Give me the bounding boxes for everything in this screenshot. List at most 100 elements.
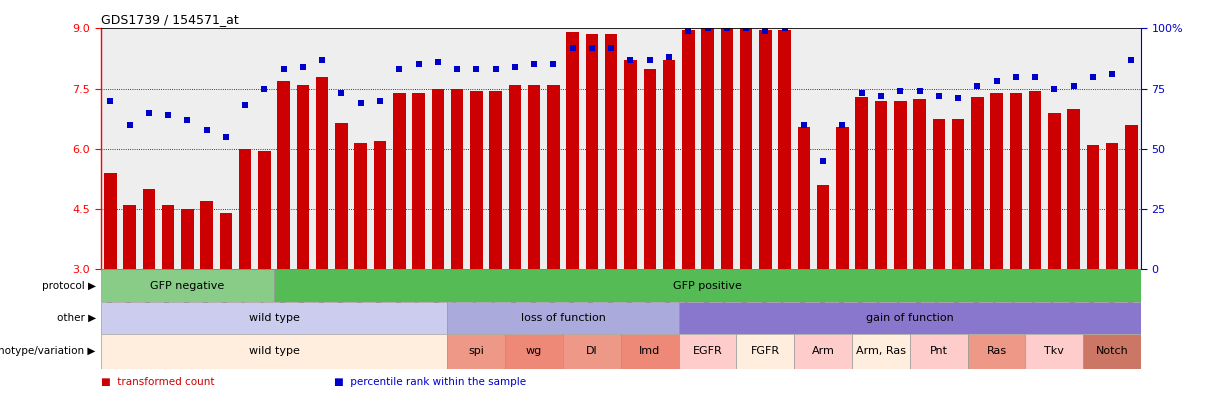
Point (486, 66, 506, 72)
Bar (490, 91, 502, 269)
Text: wild type: wild type (249, 346, 299, 356)
Bar (952, 119, 964, 269)
Point (313, 56, 333, 63)
Bar (448, 334, 506, 369)
Bar (335, 123, 347, 269)
Bar (605, 34, 617, 269)
Point (833, 122, 853, 128)
Text: GFP negative: GFP negative (150, 281, 225, 290)
Point (621, 56, 640, 63)
Bar (239, 149, 252, 269)
Bar (104, 173, 117, 269)
Text: wild type: wild type (249, 313, 299, 323)
Text: GDS1739 / 154571_at: GDS1739 / 154571_at (101, 13, 238, 26)
Bar (836, 127, 849, 269)
Point (582, 45, 601, 51)
Bar (448, 302, 679, 334)
Bar (162, 205, 174, 269)
Bar (625, 60, 637, 269)
Text: genotype/variation ▶: genotype/variation ▶ (0, 346, 96, 356)
Bar (1010, 93, 1022, 269)
Point (1006, 73, 1026, 80)
Bar (1067, 109, 1080, 269)
Bar (528, 85, 540, 269)
Point (101, 98, 120, 104)
Point (544, 61, 563, 68)
Bar (101, 302, 448, 334)
Point (640, 56, 660, 63)
Bar (663, 60, 675, 269)
Point (409, 61, 428, 68)
Bar (1048, 113, 1060, 269)
Bar (910, 334, 968, 369)
Bar (297, 85, 309, 269)
Point (968, 83, 988, 90)
Text: Pnt: Pnt (930, 346, 947, 356)
Point (158, 112, 178, 118)
Point (679, 28, 698, 34)
Text: Arm, Ras: Arm, Ras (856, 346, 906, 356)
Point (236, 102, 255, 109)
Text: Ras: Ras (987, 346, 1006, 356)
Bar (621, 334, 679, 369)
Point (120, 122, 140, 128)
Bar (1106, 143, 1119, 269)
Text: EGFR: EGFR (693, 346, 723, 356)
Bar (1083, 334, 1141, 369)
Point (774, 25, 794, 32)
Point (1083, 73, 1103, 80)
Bar (913, 99, 926, 269)
Text: ■  transformed count: ■ transformed count (101, 377, 215, 387)
Point (717, 25, 736, 32)
Point (1064, 83, 1083, 90)
Point (1044, 85, 1064, 92)
Point (274, 66, 293, 72)
Bar (1029, 91, 1042, 269)
Point (506, 64, 525, 70)
Bar (968, 334, 1026, 369)
Bar (355, 143, 367, 269)
Bar (101, 334, 448, 369)
Text: spi: spi (469, 346, 485, 356)
Point (852, 90, 871, 97)
Bar (933, 119, 945, 269)
Bar (567, 32, 579, 269)
Bar (509, 85, 521, 269)
Point (1026, 73, 1045, 80)
Point (254, 85, 274, 92)
Bar (585, 34, 599, 269)
Point (196, 126, 216, 133)
Bar (760, 30, 772, 269)
Point (428, 59, 448, 65)
Text: protocol ▶: protocol ▶ (42, 281, 96, 290)
Point (524, 61, 544, 68)
Point (698, 25, 718, 32)
Point (293, 64, 313, 70)
Point (891, 88, 910, 94)
Bar (470, 91, 482, 269)
Bar (182, 209, 194, 269)
Bar (794, 334, 852, 369)
Bar (393, 93, 406, 269)
Bar (277, 81, 290, 269)
Point (1121, 56, 1141, 63)
Bar (679, 302, 1141, 334)
Bar (990, 93, 1002, 269)
Point (987, 78, 1006, 85)
Bar (1026, 334, 1083, 369)
Bar (315, 77, 329, 269)
Bar (971, 97, 984, 269)
Text: gain of function: gain of function (866, 313, 953, 323)
Text: Notch: Notch (1096, 346, 1129, 356)
Text: loss of function: loss of function (520, 313, 605, 323)
Point (736, 25, 756, 32)
Point (331, 90, 351, 97)
Bar (798, 127, 810, 269)
Point (871, 93, 891, 99)
Point (389, 66, 409, 72)
Bar (220, 213, 232, 269)
Bar (682, 30, 694, 269)
Bar (894, 101, 907, 269)
Bar (778, 30, 791, 269)
Bar (643, 68, 656, 269)
